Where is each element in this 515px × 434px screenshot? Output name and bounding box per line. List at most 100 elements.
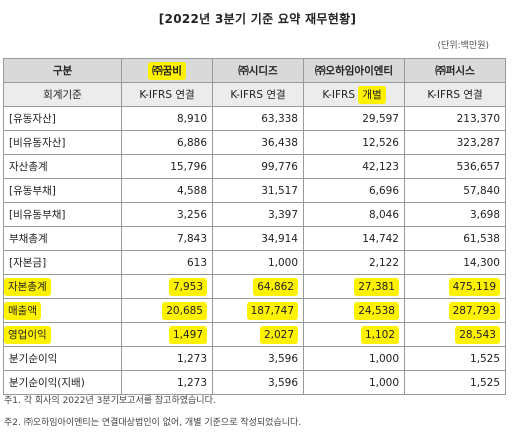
value-text: 475,119: [448, 277, 500, 296]
row-label: [자본금]: [3, 250, 122, 275]
value-cell: 63,338: [212, 106, 304, 131]
table-row: 분기순이익(지배) 1,273 3,596 1,000 1,525: [3, 370, 506, 395]
separate-highlight: 개별: [358, 86, 386, 104]
value-text: 28,543: [455, 325, 500, 344]
value-cell: 613: [121, 250, 213, 275]
value-cell: 323,287: [404, 130, 506, 155]
row-label: 분기순이익(지배): [3, 370, 122, 395]
value-cell: 27,381: [303, 274, 405, 299]
value-text: 1,102: [360, 325, 399, 344]
value-cell: 536,657: [404, 154, 506, 179]
header-company-kkumbi: ㈜꿈비: [121, 58, 213, 83]
value-cell: 34,914: [212, 226, 304, 251]
value-text: 64,862: [253, 277, 298, 296]
value-cell: 287,793: [404, 298, 506, 323]
value-cell: 14,742: [303, 226, 405, 251]
value-cell: 6,696: [303, 178, 405, 203]
header-company-sidiz: ㈜시디즈: [212, 58, 304, 83]
value-cell: 36,438: [212, 130, 304, 155]
value-text: 7,953: [168, 277, 207, 296]
standard-cell: K-IFRS 개별: [303, 82, 405, 107]
row-label: 자산총계: [3, 154, 122, 179]
value-cell: 2,027: [212, 322, 304, 347]
row-label: [비유동부채]: [3, 202, 122, 227]
value-cell: 12,526: [303, 130, 405, 155]
value-cell: 3,596: [212, 346, 304, 371]
financial-summary-table: 구분 ㈜꿈비 ㈜시디즈 ㈜오하임아이엔티 ㈜퍼시스 회계기준 K-IFRS 연결…: [3, 58, 506, 395]
table-header-row: 구분 ㈜꿈비 ㈜시디즈 ㈜오하임아이엔티 ㈜퍼시스: [3, 58, 506, 83]
table-row: 자산총계 15,796 99,776 42,123 536,657: [3, 154, 506, 179]
value-cell: 1,000: [212, 250, 304, 275]
company-name: ㈜꿈비: [148, 62, 186, 80]
value-cell: 1,273: [121, 370, 213, 395]
standard-cell: K-IFRS 연결: [404, 82, 506, 107]
row-label: 분기순이익: [3, 346, 122, 371]
value-cell: 99,776: [212, 154, 304, 179]
page-title: [2022년 3분기 기준 요약 재무현황]: [158, 12, 357, 26]
value-cell: 1,000: [303, 370, 405, 395]
table-row: 부채총계 7,843 34,914 14,742 61,538: [3, 226, 506, 251]
value-text: 187,747: [246, 301, 298, 320]
value-cell: 57,840: [404, 178, 506, 203]
standard-cell: K-IFRS 연결: [121, 82, 213, 107]
row-label-text: 자본총계: [4, 278, 51, 296]
value-cell: 8,910: [121, 106, 213, 131]
table-row: [비유동부채] 3,256 3,397 8,046 3,698: [3, 202, 506, 227]
header-label: 구분: [3, 58, 122, 83]
value-text: 2,027: [259, 325, 298, 344]
row-label: [유동부채]: [3, 178, 122, 203]
value-cell: 24,538: [303, 298, 405, 323]
value-cell: 1,525: [404, 370, 506, 395]
value-cell: 3,256: [121, 202, 213, 227]
row-label-text: 매출액: [4, 302, 41, 320]
table-row: [자본금] 613 1,000 2,122 14,300: [3, 250, 506, 275]
value-cell: 1,273: [121, 346, 213, 371]
value-cell: 1,102: [303, 322, 405, 347]
value-text: 20,685: [162, 301, 207, 320]
value-cell: 1,497: [121, 322, 213, 347]
footnote: 주1. 각 회사의 2022년 3분기보고서를 참고하였습니다.: [4, 396, 216, 406]
standard-cell: K-IFRS 연결: [212, 82, 304, 107]
value-text: 24,538: [354, 301, 399, 320]
table-row-highlighted: 매출액 20,685 187,747 24,538 287,793: [3, 298, 506, 323]
value-cell: 29,597: [303, 106, 405, 131]
row-label: 영업이익: [3, 322, 122, 347]
footnotes: 주1. 각 회사의 2022년 3분기보고서를 참고하였습니다. 주2. ㈜오하…: [4, 390, 301, 434]
value-cell: 64,862: [212, 274, 304, 299]
value-cell: 31,517: [212, 178, 304, 203]
table-row: [유동부채] 4,588 31,517 6,696 57,840: [3, 178, 506, 203]
value-cell: 1,000: [303, 346, 405, 371]
table-row-highlighted: 영업이익 1,497 2,027 1,102 28,543: [3, 322, 506, 347]
value-cell: 61,538: [404, 226, 506, 251]
value-cell: 187,747: [212, 298, 304, 323]
row-label-text: 영업이익: [4, 326, 51, 344]
value-cell: 6,886: [121, 130, 213, 155]
value-cell: 42,123: [303, 154, 405, 179]
header-company-ohaim: ㈜오하임아이엔티: [303, 58, 405, 83]
value-cell: 28,543: [404, 322, 506, 347]
row-label: 자본총계: [3, 274, 122, 299]
value-text: 287,793: [448, 301, 500, 320]
row-label: 회계기준: [3, 82, 122, 107]
value-cell: 213,370: [404, 106, 506, 131]
row-label: [비유동자산]: [3, 130, 122, 155]
accounting-standard-row: 회계기준 K-IFRS 연결 K-IFRS 연결 K-IFRS 개별 K-IFR…: [3, 82, 506, 107]
row-label: 부채총계: [3, 226, 122, 251]
value-cell: 20,685: [121, 298, 213, 323]
value-cell: 2,122: [303, 250, 405, 275]
table-row: [유동자산] 8,910 63,338 29,597 213,370: [3, 106, 506, 131]
value-cell: 4,588: [121, 178, 213, 203]
value-cell: 7,953: [121, 274, 213, 299]
value-cell: 3,397: [212, 202, 304, 227]
row-label: [유동자산]: [3, 106, 122, 131]
value-text: 27,381: [354, 277, 399, 296]
value-text: 1,497: [168, 325, 207, 344]
value-cell: 1,525: [404, 346, 506, 371]
unit-label: (단위:백만원): [437, 41, 489, 51]
footnote: 주2. ㈜오하임아이엔티는 연결대상법인이 없어, 개별 기준으로 작성되었습니…: [4, 418, 302, 428]
header-company-fursys: ㈜퍼시스: [404, 58, 506, 83]
value-cell: 475,119: [404, 274, 506, 299]
table-row-highlighted: 자본총계 7,953 64,862 27,381 475,119: [3, 274, 506, 299]
table-row: [비유동자산] 6,886 36,438 12,526 323,287: [3, 130, 506, 155]
row-label: 매출액: [3, 298, 122, 323]
